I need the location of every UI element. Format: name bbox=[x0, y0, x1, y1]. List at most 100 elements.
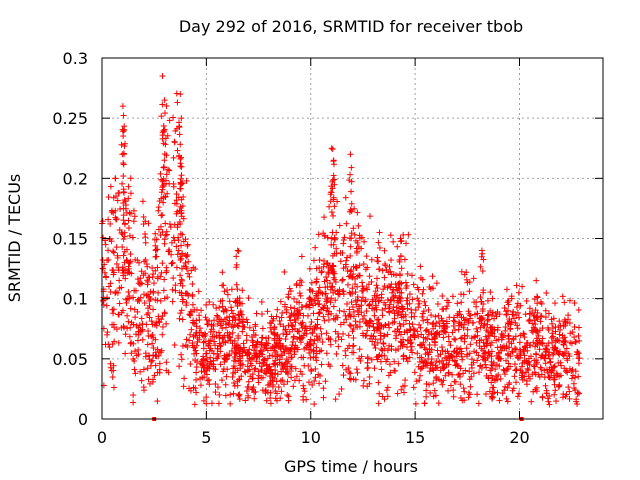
data-point bbox=[107, 288, 114, 295]
data-point bbox=[337, 258, 344, 265]
data-point bbox=[322, 290, 329, 297]
data-point bbox=[410, 384, 417, 391]
data-point bbox=[439, 357, 446, 364]
data-point bbox=[103, 302, 110, 309]
data-point bbox=[267, 400, 274, 407]
data-point bbox=[414, 328, 421, 335]
data-point bbox=[386, 263, 393, 270]
data-point bbox=[519, 283, 526, 290]
data-point bbox=[572, 368, 579, 375]
data-point bbox=[245, 295, 252, 302]
data-point bbox=[110, 310, 117, 317]
data-point bbox=[460, 291, 467, 298]
data-point bbox=[461, 332, 468, 339]
data-point bbox=[290, 334, 297, 341]
data-point bbox=[244, 319, 251, 326]
data-point bbox=[347, 370, 354, 377]
data-point bbox=[227, 391, 234, 398]
data-point bbox=[376, 266, 383, 273]
data-point bbox=[389, 307, 396, 314]
data-point bbox=[334, 198, 341, 205]
data-point bbox=[329, 229, 336, 236]
data-point bbox=[141, 258, 148, 265]
data-point bbox=[137, 368, 144, 375]
data-point bbox=[546, 401, 553, 408]
data-point bbox=[150, 306, 157, 313]
data-point bbox=[293, 373, 300, 380]
data-point bbox=[253, 310, 260, 317]
data-point bbox=[144, 263, 151, 270]
data-point bbox=[568, 375, 575, 382]
data-point bbox=[340, 240, 347, 247]
data-point bbox=[195, 288, 202, 295]
data-point bbox=[542, 307, 549, 314]
data-point bbox=[340, 291, 347, 298]
data-point bbox=[233, 253, 240, 260]
y-tick-label: 0.1 bbox=[63, 290, 88, 309]
data-point bbox=[372, 345, 379, 352]
data-point bbox=[379, 307, 386, 314]
data-point bbox=[401, 256, 408, 263]
data-point bbox=[501, 305, 508, 312]
data-point bbox=[464, 326, 471, 333]
data-point bbox=[163, 359, 170, 366]
data-point bbox=[258, 298, 265, 305]
data-point bbox=[228, 304, 235, 311]
data-point bbox=[146, 314, 153, 321]
data-point bbox=[120, 112, 127, 119]
data-point bbox=[123, 299, 130, 306]
data-point bbox=[375, 239, 382, 246]
data-point bbox=[546, 355, 553, 362]
data-point bbox=[177, 91, 184, 98]
data-point bbox=[120, 160, 127, 167]
data-point bbox=[513, 282, 520, 289]
data-point bbox=[566, 395, 573, 402]
data-point bbox=[163, 171, 170, 178]
data-point bbox=[120, 173, 127, 180]
data-point bbox=[496, 311, 503, 318]
data-point bbox=[463, 345, 470, 352]
data-point bbox=[264, 308, 271, 315]
data-point bbox=[212, 342, 219, 349]
data-point bbox=[360, 377, 367, 384]
data-point bbox=[542, 314, 549, 321]
data-point bbox=[378, 291, 385, 298]
data-point bbox=[306, 379, 313, 386]
data-point bbox=[193, 389, 200, 396]
data-point bbox=[550, 350, 557, 357]
data-point bbox=[202, 332, 209, 339]
data-point bbox=[125, 318, 132, 325]
data-point bbox=[384, 347, 391, 354]
data-point bbox=[116, 277, 123, 284]
data-point bbox=[346, 311, 353, 318]
data-point bbox=[451, 335, 458, 342]
data-point bbox=[134, 337, 141, 344]
data-point bbox=[113, 216, 120, 223]
data-point bbox=[406, 320, 413, 327]
data-point bbox=[120, 150, 127, 157]
data-point bbox=[360, 261, 367, 268]
data-point bbox=[235, 323, 242, 330]
data-point bbox=[166, 221, 173, 228]
data-point bbox=[216, 304, 223, 311]
data-point bbox=[509, 311, 516, 318]
data-point bbox=[120, 188, 127, 195]
data-point bbox=[120, 161, 127, 168]
data-point bbox=[242, 397, 249, 404]
data-point bbox=[549, 320, 556, 327]
data-point bbox=[502, 371, 509, 378]
data-point bbox=[545, 398, 552, 405]
data-point bbox=[461, 388, 468, 395]
data-point bbox=[132, 348, 139, 355]
data-point bbox=[279, 309, 286, 316]
data-point bbox=[542, 382, 549, 389]
data-point bbox=[445, 369, 452, 376]
data-point bbox=[191, 401, 198, 408]
data-point bbox=[374, 339, 381, 346]
data-point bbox=[408, 272, 415, 279]
data-point bbox=[277, 298, 284, 305]
data-point bbox=[157, 170, 164, 177]
data-point bbox=[113, 216, 120, 223]
data-point bbox=[364, 327, 371, 334]
x-axis-label: GPS time / hours bbox=[284, 457, 418, 476]
